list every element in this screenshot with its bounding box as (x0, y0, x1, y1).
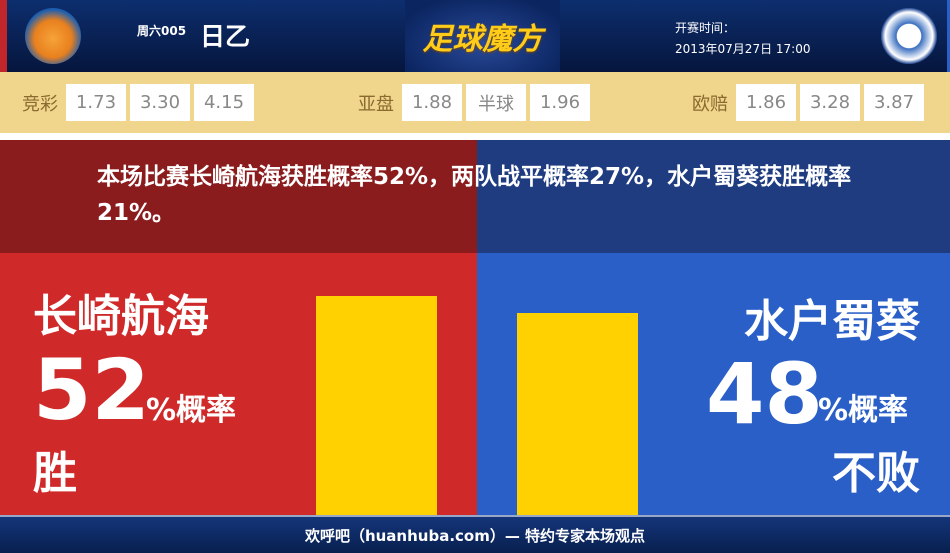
away-team-logo (881, 8, 937, 64)
away-result: 不败 (832, 448, 920, 499)
summary-bg-away (477, 140, 950, 253)
odds-cell: 3.28 (800, 84, 860, 121)
odds-cell: 3.87 (864, 84, 924, 121)
home-probability-bar (316, 296, 437, 515)
odds-jingcai: 竞彩 1.73 3.30 4.15 (22, 84, 254, 121)
away-team-name: 水户蜀葵 (744, 296, 920, 347)
home-team-name: 长崎航海 (33, 291, 209, 342)
odds-cell: 3.30 (130, 84, 190, 121)
away-percent: 48 (706, 345, 823, 443)
league-name: 日乙 (200, 22, 251, 51)
odds-cell: 1.96 (530, 84, 590, 121)
odds-asian: 亚盘 1.88 半球 1.96 (358, 84, 590, 121)
odds-cell: 1.88 (402, 84, 462, 121)
odds-label: 欧赔 (692, 93, 728, 115)
footer: 欢呼吧（huanhuba.com）— 特约专家本场观点 (0, 515, 950, 553)
odds-cell: 4.15 (194, 84, 254, 121)
odds-cell: 半球 (466, 84, 526, 121)
away-probability-bar (517, 312, 638, 515)
match-round: 周六005 (137, 24, 187, 38)
odds-label: 亚盘 (358, 93, 394, 115)
summary-text: 本场比赛长崎航海获胜概率52%，两队战平概率27%，水户蜀葵获胜概率21%。 (97, 164, 852, 226)
away-percent-unit: %概率 (818, 393, 909, 428)
kickoff-time: 2013年07月27日 17:00 (675, 42, 811, 56)
odds-euro: 欧赔 1.86 3.28 3.87 (692, 84, 924, 121)
kickoff-label: 开赛时间： (675, 21, 736, 35)
odds-label: 竞彩 (22, 93, 58, 115)
odds-cell: 1.73 (66, 84, 126, 121)
match-header: 周六005 日乙 足球魔方 开赛时间： 2013年07月27日 17:00 (0, 0, 950, 72)
home-result: 胜 (33, 448, 77, 499)
home-team-logo (25, 8, 81, 64)
summary-bg-home (0, 140, 477, 253)
odds-bar: 竞彩 1.73 3.30 4.15 亚盘 1.88 半球 1.96 欧赔 1.8… (0, 72, 950, 133)
home-percent-unit: %概率 (146, 393, 237, 428)
odds-cell: 1.86 (736, 84, 796, 121)
brand-logo: 足球魔方 (405, 0, 560, 72)
home-percent: 52 (33, 341, 150, 439)
